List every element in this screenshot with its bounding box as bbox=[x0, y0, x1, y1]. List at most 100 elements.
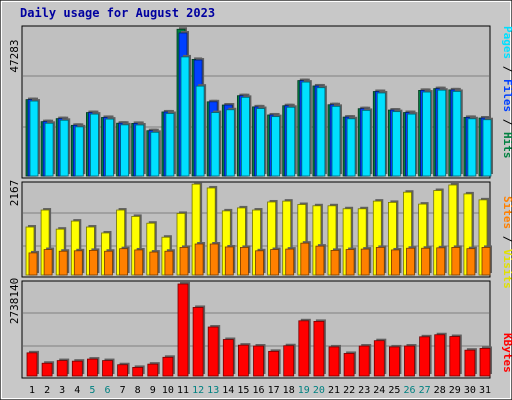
sites-bar-day-1 bbox=[28, 252, 38, 276]
kbytes-bar-day-3 bbox=[56, 360, 68, 377]
sites-bar-day-20 bbox=[315, 245, 325, 276]
kbytes-bar-day-13 bbox=[207, 326, 219, 377]
kbytes-bar-day-19 bbox=[298, 320, 310, 377]
kbytes-bar-day-12 bbox=[192, 307, 204, 377]
day-label-29: 29 bbox=[449, 385, 461, 396]
day-label-22: 22 bbox=[343, 385, 355, 396]
kbytes-bar-day-18 bbox=[283, 345, 295, 377]
visits-bars bbox=[25, 182, 492, 276]
pages-bar-day-23 bbox=[361, 110, 371, 177]
pages-bar-day-17 bbox=[271, 116, 281, 177]
day-label-30: 30 bbox=[464, 385, 476, 396]
pages-bar-day-24 bbox=[376, 92, 386, 177]
day-label-1: 1 bbox=[29, 385, 35, 396]
day-label-2: 2 bbox=[44, 385, 50, 396]
pages-bar-day-29 bbox=[452, 91, 462, 177]
day-label-15: 15 bbox=[237, 385, 249, 396]
visits-ymax-label: 2167 bbox=[8, 180, 21, 207]
legend-sites: Sites bbox=[501, 196, 512, 229]
kbytes-bar-day-24 bbox=[373, 340, 385, 377]
pages-bar-day-16 bbox=[256, 108, 265, 177]
legend-visits: Visits bbox=[501, 249, 512, 289]
kbytes-bar-day-27 bbox=[419, 336, 431, 377]
sites-bar-day-10 bbox=[164, 250, 174, 276]
pages-bar-day-20 bbox=[316, 87, 326, 177]
day-label-11: 11 bbox=[177, 385, 189, 396]
kbytes-bar-day-10 bbox=[162, 356, 174, 377]
day-label-28: 28 bbox=[434, 385, 446, 396]
sites-bar-day-13 bbox=[209, 243, 219, 276]
pages-bar-day-3 bbox=[59, 119, 69, 177]
sites-bar-day-14 bbox=[224, 246, 234, 276]
legend-files: Files bbox=[501, 79, 512, 112]
kbytes-panel-legend: KBytes bbox=[501, 333, 512, 373]
legend-kbytes: KBytes bbox=[501, 333, 512, 373]
kbytes-ymax-label: 2738140 bbox=[8, 278, 21, 324]
pages-bar-day-6 bbox=[105, 118, 114, 177]
legend-pages: Pages bbox=[501, 26, 512, 59]
pages-bar-day-15 bbox=[240, 96, 250, 177]
pages-bar-day-27 bbox=[422, 91, 432, 177]
pages-bar-day-31 bbox=[482, 119, 492, 177]
day-label-27: 27 bbox=[419, 385, 431, 396]
kbytes-bar-day-11 bbox=[177, 283, 189, 377]
pages-bar-day-8 bbox=[135, 124, 145, 177]
pages-bar-day-28 bbox=[437, 89, 447, 177]
day-label-7: 7 bbox=[120, 385, 126, 396]
kbytes-bars bbox=[26, 282, 492, 377]
sites-bar-day-24 bbox=[375, 247, 385, 276]
kbytes-bar-day-14 bbox=[222, 339, 234, 377]
kbytes-bar-day-25 bbox=[388, 346, 400, 377]
kbytes-bar-day-23 bbox=[358, 345, 370, 377]
visits-panel-legend: Sites / Visits bbox=[501, 196, 512, 289]
sites-bar-day-11 bbox=[179, 247, 189, 276]
kbytes-bar-day-1 bbox=[26, 352, 38, 377]
day-label-21: 21 bbox=[328, 385, 340, 396]
sites-bar-day-15 bbox=[239, 247, 249, 276]
kbytes-bar-day-26 bbox=[404, 345, 415, 377]
hits-bars bbox=[25, 27, 493, 177]
pages-bar-day-18 bbox=[286, 106, 296, 177]
kbytes-bar-day-31 bbox=[479, 347, 491, 377]
sites-bar-day-28 bbox=[436, 247, 446, 276]
day-label-14: 14 bbox=[222, 385, 234, 396]
day-label-23: 23 bbox=[358, 385, 370, 396]
day-label-24: 24 bbox=[373, 385, 385, 396]
sites-bar-day-29 bbox=[451, 247, 461, 276]
pages-bar-day-4 bbox=[74, 126, 84, 177]
day-label-6: 6 bbox=[104, 385, 110, 396]
day-label-20: 20 bbox=[313, 385, 325, 396]
pages-bar-day-1 bbox=[29, 100, 39, 177]
kbytes-bar-day-15 bbox=[237, 344, 249, 377]
pages-bar-day-9 bbox=[150, 131, 160, 177]
legend-sep-1: / bbox=[501, 59, 512, 79]
sites-bar-day-18 bbox=[285, 248, 295, 276]
day-label-31: 31 bbox=[479, 385, 491, 396]
kbytes-bar-day-8 bbox=[132, 366, 144, 377]
kbytes-bar-day-20 bbox=[313, 320, 325, 377]
sites-bar-day-7 bbox=[119, 248, 128, 276]
pages-bar-day-19 bbox=[301, 81, 311, 177]
day-label-18: 18 bbox=[283, 385, 295, 396]
sites-bar-day-27 bbox=[421, 247, 431, 276]
day-label-25: 25 bbox=[388, 385, 400, 396]
sites-bar-day-16 bbox=[255, 250, 264, 276]
pages-bar-day-25 bbox=[391, 111, 401, 177]
kbytes-bar-day-4 bbox=[71, 360, 83, 377]
sites-bar-day-30 bbox=[466, 248, 476, 276]
pages-bar-day-2 bbox=[44, 122, 54, 177]
day-label-9: 9 bbox=[150, 385, 156, 396]
sites-bar-day-25 bbox=[390, 249, 400, 276]
kbytes-bar-day-30 bbox=[464, 349, 476, 377]
day-label-16: 16 bbox=[252, 385, 264, 396]
pages-bar-day-5 bbox=[90, 113, 99, 177]
pages-bar-day-30 bbox=[467, 118, 477, 177]
sites-bar-day-12 bbox=[194, 243, 204, 276]
day-label-26: 26 bbox=[403, 385, 415, 396]
kbytes-bar-day-21 bbox=[328, 346, 340, 377]
sites-bar-day-6 bbox=[104, 250, 113, 276]
kbytes-bar-day-28 bbox=[434, 334, 446, 377]
pages-bar-day-10 bbox=[165, 113, 175, 177]
day-label-13: 13 bbox=[207, 385, 219, 396]
